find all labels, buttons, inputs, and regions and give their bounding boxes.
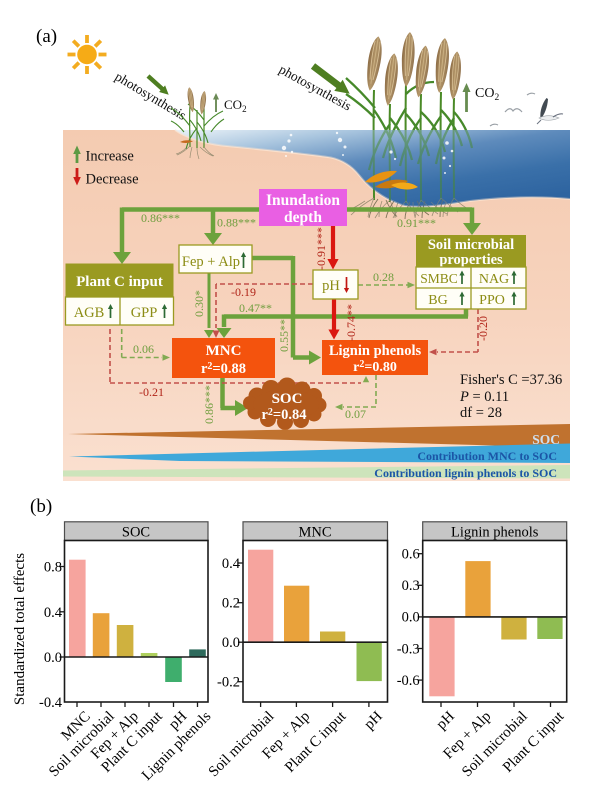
svg-text:0.07: 0.07	[345, 407, 366, 421]
svg-text:CO2: CO2	[224, 97, 247, 114]
svg-text:Decrease: Decrease	[86, 172, 139, 188]
svg-text:(b): (b)	[30, 496, 52, 517]
svg-text:Fep + Alp: Fep + Alp	[182, 254, 240, 270]
svg-text:MNC: MNC	[206, 343, 242, 359]
svg-text:0.0: 0.0	[402, 610, 420, 626]
svg-text:0.6: 0.6	[402, 547, 420, 563]
svg-text:r2=0.88: r2=0.88	[201, 361, 246, 377]
svg-text:Contribution MNC to SOC: Contribution MNC to SOC	[417, 449, 557, 463]
svg-text:r2=0.80: r2=0.80	[353, 359, 397, 375]
svg-text:-0.3: -0.3	[397, 641, 420, 657]
svg-text:SOC: SOC	[272, 391, 303, 407]
svg-text:-0.4: -0.4	[39, 695, 63, 711]
svg-text:pH: pH	[434, 708, 458, 732]
svg-text:0.4: 0.4	[44, 605, 63, 621]
svg-text:Standardized total effects: Standardized total effects	[12, 553, 28, 705]
svg-text:0.4: 0.4	[222, 556, 241, 572]
svg-text:0.86***: 0.86***	[141, 211, 180, 225]
svg-text:r2=0.84: r2=0.84	[261, 407, 306, 423]
svg-text:Contribution lignin phenols to: Contribution lignin phenols to SOC	[374, 466, 557, 480]
svg-text:pH: pH	[322, 278, 340, 294]
svg-text:Plant C input: Plant C input	[76, 274, 163, 290]
svg-text:0.91***: 0.91***	[397, 216, 436, 230]
svg-text:SOC: SOC	[532, 432, 560, 447]
svg-text:0.47**: 0.47**	[239, 301, 272, 315]
svg-text:Lignin phenols: Lignin phenols	[451, 525, 539, 541]
svg-text:0.28: 0.28	[373, 270, 394, 284]
svg-text:pH: pH	[361, 708, 385, 732]
svg-text:-0.21: -0.21	[139, 385, 164, 399]
svg-text:-0.2: -0.2	[217, 675, 240, 691]
svg-text:Soil microbial: Soil microbial	[428, 237, 514, 253]
svg-text:SMBC: SMBC	[420, 271, 458, 286]
svg-text:GPP: GPP	[131, 305, 158, 321]
svg-text:AGB: AGB	[74, 305, 105, 321]
svg-text:-0.20: -0.20	[476, 316, 490, 341]
svg-text:-0.19: -0.19	[231, 285, 256, 299]
svg-text:Inundation: Inundation	[266, 192, 340, 209]
svg-text:MNC: MNC	[298, 525, 331, 541]
svg-text:0.55**: 0.55**	[277, 319, 291, 352]
svg-text:Increase: Increase	[86, 149, 134, 165]
svg-text:-0.91***: -0.91***	[314, 227, 328, 270]
svg-text:SOC: SOC	[122, 525, 150, 541]
svg-text:Fisher's C =37.36: Fisher's C =37.36	[460, 372, 562, 388]
svg-text:0.2: 0.2	[222, 596, 240, 612]
svg-text:PPO: PPO	[479, 293, 505, 308]
svg-text:0.3: 0.3	[402, 578, 420, 594]
svg-text:BG: BG	[428, 293, 447, 308]
svg-text:0.0: 0.0	[222, 635, 240, 651]
svg-text:P = 0.11: P = 0.11	[459, 389, 509, 405]
svg-text:0.06: 0.06	[133, 342, 154, 356]
svg-text:-0.74**: -0.74**	[344, 304, 358, 341]
svg-text:properties: properties	[439, 252, 503, 268]
svg-text:df = 28: df = 28	[460, 405, 502, 421]
svg-text:0.0: 0.0	[44, 650, 62, 666]
svg-text:0.30*: 0.30*	[192, 290, 206, 317]
svg-text:0.8: 0.8	[44, 560, 62, 576]
svg-text:CO2: CO2	[475, 86, 499, 103]
svg-text:NAG: NAG	[479, 272, 509, 287]
svg-text:0.86***: 0.86***	[202, 385, 216, 424]
svg-text:0.88***: 0.88***	[217, 216, 256, 230]
svg-text:depth: depth	[284, 209, 322, 226]
svg-text:-0.6: -0.6	[397, 673, 420, 689]
svg-text:(a): (a)	[36, 26, 57, 47]
svg-text:Lignin phenols: Lignin phenols	[329, 343, 422, 359]
